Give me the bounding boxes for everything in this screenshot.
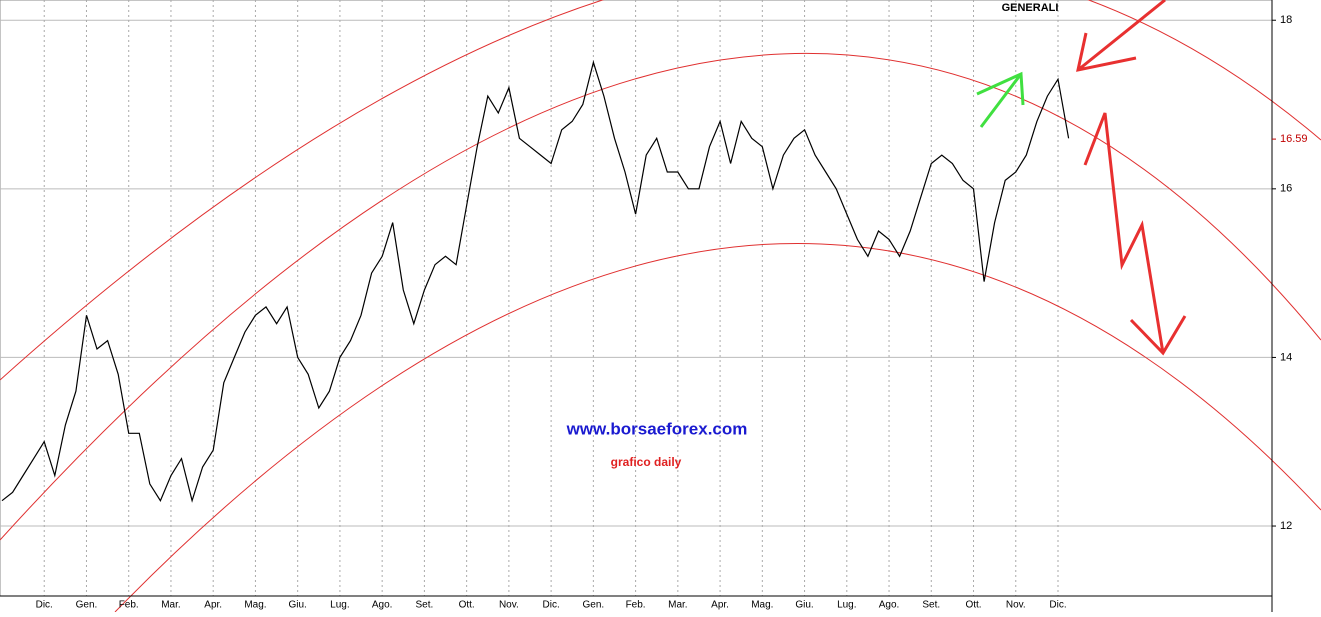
y-tick-label: 12 (1280, 520, 1292, 532)
x-tick-label: Dic. (1049, 600, 1066, 611)
x-tick-label: Mag. (751, 600, 773, 611)
x-tick-label: Dic. (543, 600, 560, 611)
x-tick-label: Ago. (372, 600, 393, 611)
x-tick-label: Nov. (499, 600, 519, 611)
x-tick-label: Ago. (879, 600, 900, 611)
red-arrows (1076, 0, 1187, 356)
channel-middle (0, 53, 1321, 541)
x-tick-label: Gen. (583, 600, 605, 611)
channel-upper (0, 0, 1321, 381)
channel-lower (114, 243, 1321, 613)
green-arrow (976, 71, 1025, 128)
y-tick-label: 14 (1280, 351, 1292, 363)
x-tick-label: Apr. (204, 600, 222, 611)
x-tick-label: Lug. (330, 600, 349, 611)
y-tick-label: 16 (1280, 183, 1292, 195)
x-tick-label: Ott. (459, 600, 475, 611)
x-tick-label: Giu. (795, 600, 813, 611)
x-tick-label: Gen. (76, 600, 98, 611)
x-tick-label: Feb. (119, 600, 139, 611)
x-tick-label: Set. (922, 600, 940, 611)
chart-subtitle: grafico daily (611, 455, 682, 469)
x-tick-label: Dic. (36, 600, 53, 611)
last-price-label: 16.59 (1280, 133, 1308, 145)
x-tick-label: Set. (416, 600, 434, 611)
chart-title: GENERALI (1002, 2, 1059, 14)
x-tick-label: Mar. (161, 600, 180, 611)
x-tick-label: Apr. (711, 600, 729, 611)
price-line (1, 60, 1070, 503)
y-tick-label: 18 (1280, 14, 1292, 26)
x-tick-label: Mag. (244, 600, 266, 611)
x-tick-label: Giu. (289, 600, 307, 611)
x-tick-label: Lug. (837, 600, 856, 611)
x-tick-label: Nov. (1006, 600, 1026, 611)
x-tick-label: Mar. (668, 600, 687, 611)
website-label: www.borsaeforex.com (566, 419, 748, 438)
x-tick-label: Ott. (965, 600, 981, 611)
x-tick-label: Feb. (626, 600, 646, 611)
